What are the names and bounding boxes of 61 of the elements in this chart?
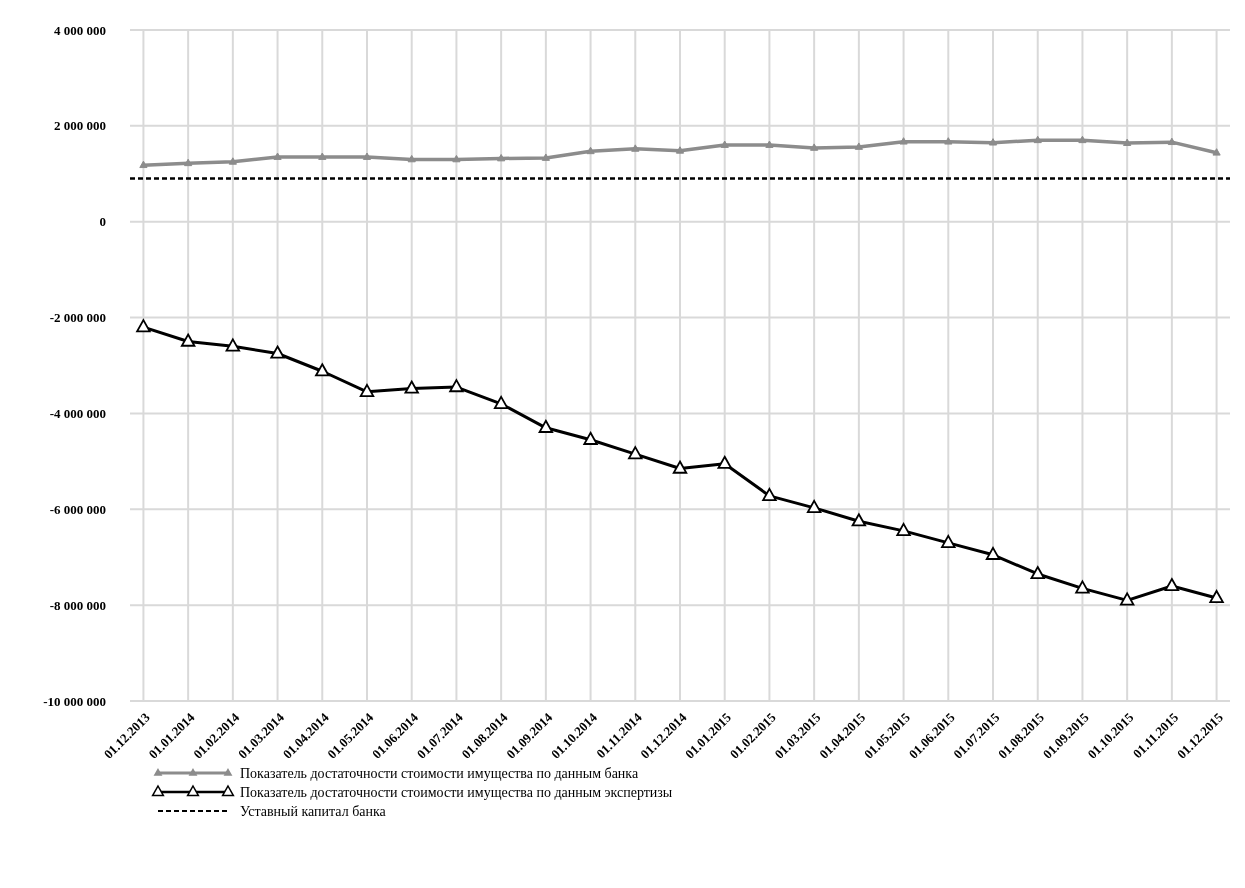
point	[896, 522, 911, 536]
point	[631, 144, 640, 152]
point	[493, 395, 509, 409]
legend-label: Показатель достаточности стоимости имущества по данным банка	[240, 765, 639, 781]
point	[184, 158, 193, 167]
point	[538, 419, 554, 433]
point	[497, 153, 506, 162]
point	[1123, 138, 1132, 147]
point	[899, 137, 908, 145]
y-tick-label: -10 000 000	[43, 693, 106, 709]
point	[362, 152, 372, 160]
point	[273, 152, 282, 160]
point	[1075, 580, 1090, 594]
point	[988, 138, 998, 146]
legend-label: Уставный капитал банка	[240, 803, 387, 819]
point	[762, 487, 777, 501]
legend-label: Показатель достаточности стоимости имущества по данным экспертизы	[240, 784, 673, 800]
point	[717, 455, 732, 469]
point	[765, 140, 774, 148]
point	[270, 345, 285, 359]
point	[452, 154, 461, 163]
y-tick-label: -4 000 000	[49, 405, 106, 421]
point	[851, 513, 867, 527]
point	[810, 143, 819, 151]
point	[136, 319, 151, 333]
y-tick-label: 4 000 000	[54, 22, 106, 38]
point	[1119, 592, 1135, 606]
point	[404, 380, 419, 394]
point	[672, 460, 688, 474]
point	[583, 431, 598, 445]
point	[318, 152, 327, 160]
point	[359, 383, 375, 397]
point	[1030, 566, 1045, 580]
y-tick-label: 0	[99, 214, 106, 230]
y-tick-label: -8 000 000	[49, 597, 106, 613]
point	[628, 446, 643, 460]
point	[806, 499, 822, 513]
point	[228, 157, 237, 165]
point	[720, 140, 729, 148]
point	[586, 146, 595, 155]
point	[407, 154, 416, 163]
point	[941, 534, 956, 548]
point	[985, 546, 1001, 560]
point	[180, 333, 196, 347]
point	[1167, 137, 1176, 146]
y-tick-label: -6 000 000	[49, 501, 106, 517]
point	[225, 338, 241, 352]
point	[1033, 135, 1042, 144]
point	[675, 146, 685, 154]
point	[944, 137, 953, 145]
point	[449, 379, 464, 393]
y-tick-label: 2 000 000	[54, 118, 106, 134]
point	[854, 142, 863, 150]
point	[1164, 578, 1180, 592]
point	[1212, 148, 1221, 156]
point	[1209, 590, 1224, 604]
point	[541, 153, 550, 161]
point	[1078, 135, 1087, 144]
point	[139, 160, 148, 169]
y-tick-label: -2 000 000	[49, 310, 106, 326]
point	[315, 363, 330, 377]
